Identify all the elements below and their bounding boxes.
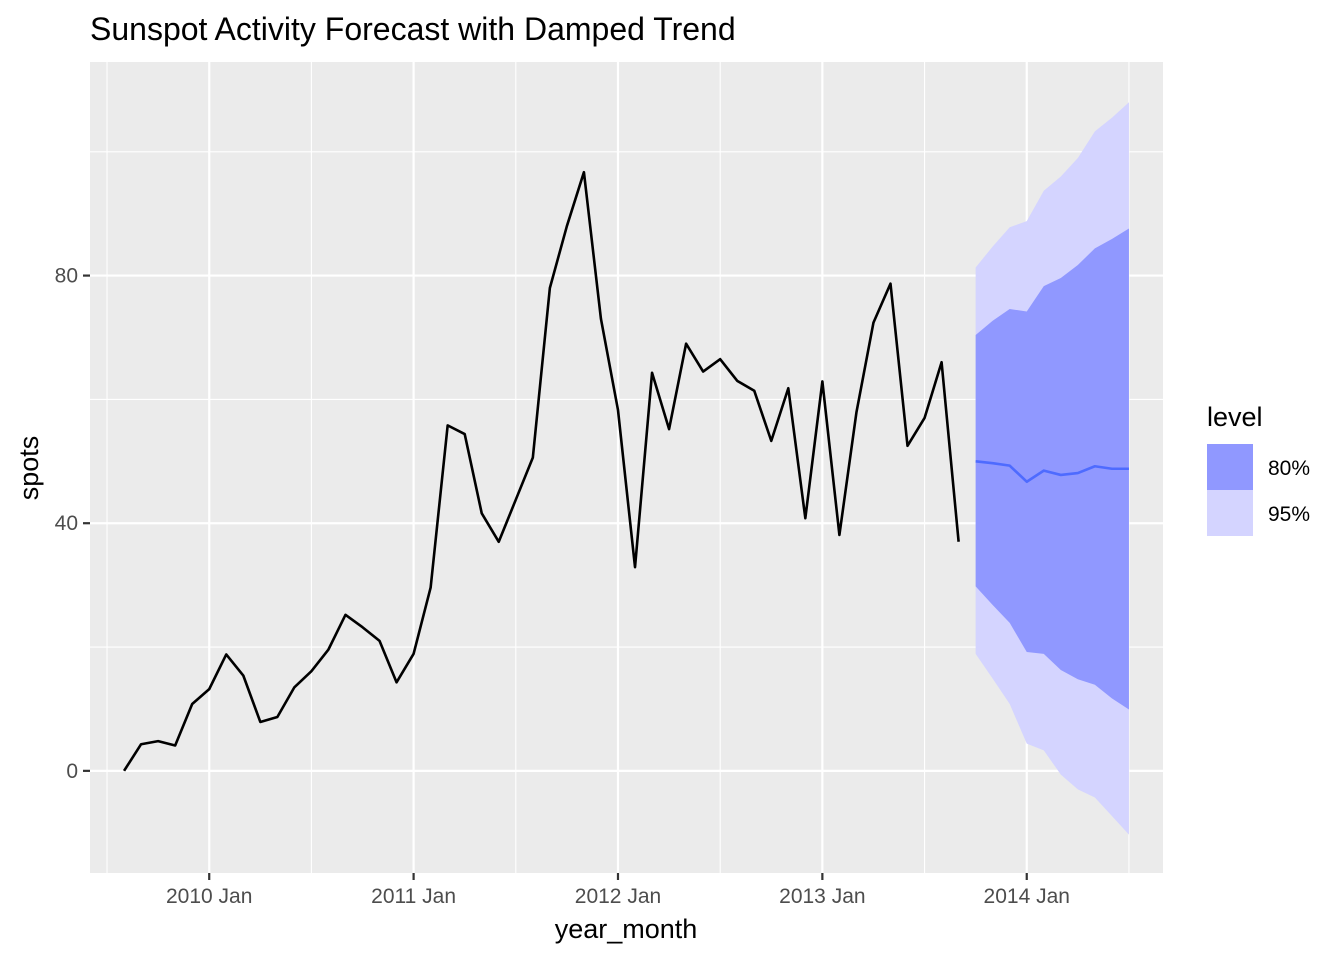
x-tick-label: 2011 Jan [371, 885, 456, 908]
x-tick-label: 2013 Jan [779, 885, 865, 908]
interval-80-band [975, 228, 1129, 710]
x-axis-title: year_month [555, 914, 698, 944]
history-line [122, 170, 960, 772]
legend-key-95 [1207, 490, 1253, 536]
y-axis-title: spots [14, 436, 44, 501]
series-lines [122, 170, 1129, 772]
forecast-mean-line [975, 460, 1129, 484]
legend: level 80% 95% [1207, 402, 1310, 536]
legend-title: level [1207, 402, 1263, 432]
y-axis: 0 40 80 [55, 265, 90, 783]
y-tick-label: 0 [66, 760, 78, 783]
x-tick-label: 2012 Jan [575, 885, 661, 908]
y-tick-label: 80 [55, 265, 78, 288]
y-tick-label: 40 [55, 512, 78, 535]
x-tick-label: 2010 Jan [166, 885, 252, 908]
legend-key-80 [1207, 444, 1253, 490]
legend-label: 95% [1268, 503, 1310, 526]
x-axis: 2010 Jan 2011 Jan 2012 Jan 2013 Jan 2014 Jan [166, 873, 1070, 908]
legend-label: 80% [1268, 457, 1310, 480]
prediction-intervals [975, 102, 1129, 835]
chart-title: Sunspot Activity Forecast with Damped Tr… [90, 11, 736, 47]
x-tick-label: 2014 Jan [984, 885, 1070, 908]
